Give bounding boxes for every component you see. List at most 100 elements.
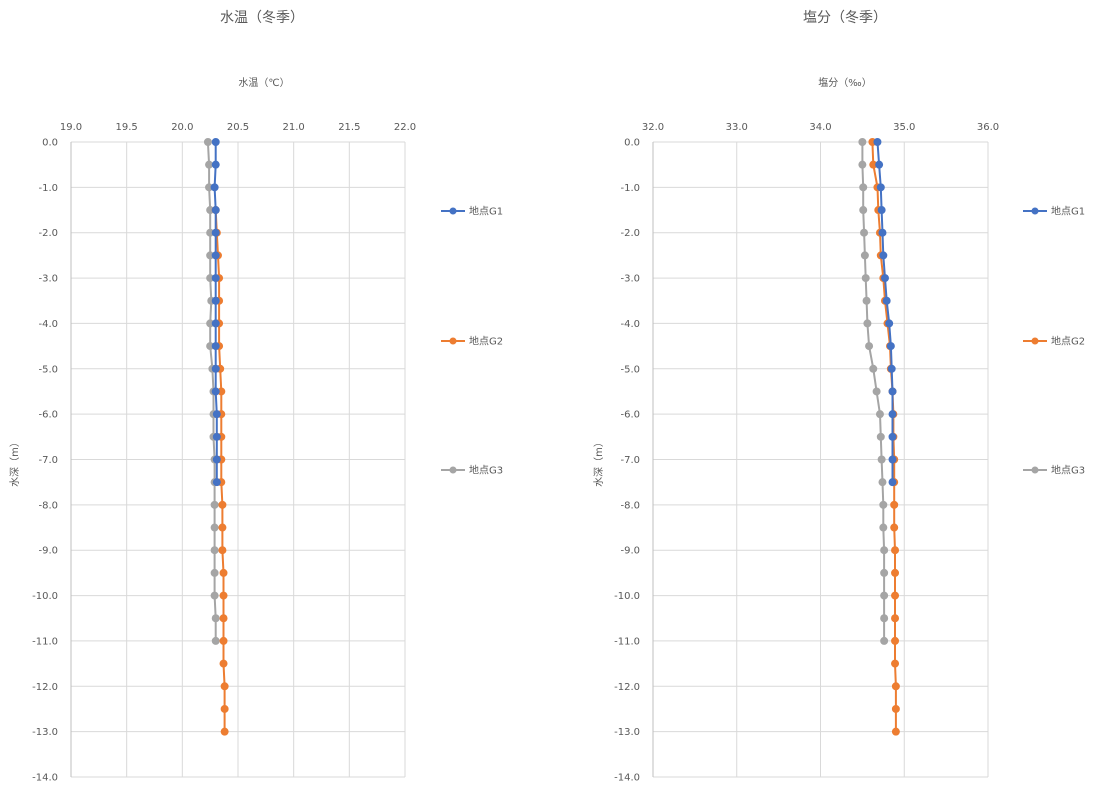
data-point xyxy=(212,455,221,464)
data-point xyxy=(220,704,229,713)
chart-2: 塩分（冬季） 塩分（‰） 水深（m） 32.0 33.0 34.0 35.0 36.0 0.0 -… xyxy=(593,10,1085,784)
data-point xyxy=(220,682,229,691)
data-point xyxy=(862,296,871,305)
y-tick-label: -10.0 xyxy=(614,591,640,602)
y-tick-label: -3.0 xyxy=(620,274,640,285)
legend-entry: 地点G1 xyxy=(441,205,503,218)
chart-title: 水温（冬季） xyxy=(220,10,304,26)
legend-label: 地点G1 xyxy=(1051,205,1085,218)
data-point xyxy=(211,138,220,146)
data-point xyxy=(890,523,899,532)
y-tick-label: -6.0 xyxy=(620,410,640,421)
data-point xyxy=(880,274,889,283)
data-point xyxy=(880,614,889,623)
x-axis-label: 水温（℃） xyxy=(238,77,289,89)
x-tick-label: 19.5 xyxy=(116,122,138,133)
data-point xyxy=(891,727,900,736)
data-point xyxy=(212,478,221,487)
y-tick-label: -9.0 xyxy=(38,546,58,557)
data-point xyxy=(210,500,219,509)
data-point xyxy=(888,410,897,419)
data-point xyxy=(887,364,896,373)
x-tick-label: 21.5 xyxy=(338,122,360,133)
data-point xyxy=(211,228,220,237)
data-point xyxy=(220,727,229,736)
y-tick-label: -14.0 xyxy=(614,773,640,784)
y-tick-label: -5.0 xyxy=(38,364,58,375)
data-point xyxy=(211,614,220,623)
data-point xyxy=(219,591,228,600)
x-tick-label: 32.0 xyxy=(642,122,664,133)
data-point xyxy=(858,160,867,169)
y-axis-label: 水深（m） xyxy=(593,437,605,487)
data-point xyxy=(880,591,889,600)
data-point xyxy=(891,682,900,691)
y-tick-label: -5.0 xyxy=(620,364,640,375)
series-地点G1 xyxy=(873,138,897,487)
data-point xyxy=(879,500,888,509)
data-point xyxy=(888,478,897,487)
data-point xyxy=(873,138,882,146)
data-point xyxy=(880,546,889,555)
legend-entry: 地点G3 xyxy=(1023,464,1085,477)
data-point xyxy=(885,319,894,328)
y-tick-label: -12.0 xyxy=(32,682,58,693)
y-tick-label: -2.0 xyxy=(38,228,58,239)
y-tick-label: -11.0 xyxy=(614,636,640,647)
data-point xyxy=(891,636,900,645)
data-point xyxy=(888,387,897,396)
y-tick-label: -13.0 xyxy=(32,727,58,738)
y-tick-label: -3.0 xyxy=(38,274,58,285)
y-tick-label: -8.0 xyxy=(620,500,640,511)
legend-entry: 地点G3 xyxy=(441,464,503,477)
data-point xyxy=(203,138,212,146)
y-tick-label: -7.0 xyxy=(620,455,640,466)
data-point xyxy=(891,659,900,668)
data-point xyxy=(211,274,220,283)
x-tick-label: 22.0 xyxy=(394,122,416,133)
y-tick-label: 0.0 xyxy=(42,138,58,149)
y-tick-label: -2.0 xyxy=(620,228,640,239)
series-地点G1 xyxy=(210,138,221,487)
x-tick-label: 21.0 xyxy=(283,122,305,133)
legend-label: 地点G1 xyxy=(469,205,503,218)
data-point xyxy=(858,138,867,146)
legend-marker xyxy=(449,337,457,345)
y-tick-label: -4.0 xyxy=(620,319,640,330)
legend-label: 地点G3 xyxy=(469,464,503,477)
data-point xyxy=(210,183,219,192)
x-tick-label: 34.0 xyxy=(809,122,831,133)
legend-entry: 地点G2 xyxy=(1023,335,1085,348)
data-point xyxy=(877,206,886,215)
x-tick-label: 36.0 xyxy=(977,122,999,133)
legend-marker xyxy=(449,466,457,474)
y-tick-label: -1.0 xyxy=(620,183,640,194)
legend-entry: 地点G2 xyxy=(441,335,503,348)
data-point xyxy=(211,319,220,328)
y-tick-label: -8.0 xyxy=(38,500,58,511)
data-point xyxy=(210,546,219,555)
data-point xyxy=(863,319,872,328)
data-point xyxy=(211,636,220,645)
series-地点G3 xyxy=(858,138,889,645)
legend-label: 地点G2 xyxy=(1051,335,1085,348)
data-point xyxy=(891,568,900,577)
x-tick-label: 19.0 xyxy=(60,122,82,133)
data-point xyxy=(861,274,870,283)
data-point xyxy=(891,614,900,623)
series-line xyxy=(876,141,894,483)
y-tick-label: -10.0 xyxy=(32,591,58,602)
data-point xyxy=(219,614,228,623)
legend-label: 地点G3 xyxy=(1051,464,1085,477)
data-point xyxy=(872,387,881,396)
data-point xyxy=(211,364,220,373)
data-point xyxy=(888,455,897,464)
x-tick-label: 33.0 xyxy=(726,122,748,133)
data-point xyxy=(211,160,220,169)
legend-marker xyxy=(1031,337,1039,345)
legend-marker xyxy=(1031,207,1039,215)
data-point xyxy=(875,160,884,169)
data-point xyxy=(860,251,869,260)
y-tick-label: -6.0 xyxy=(38,410,58,421)
data-point xyxy=(219,568,228,577)
